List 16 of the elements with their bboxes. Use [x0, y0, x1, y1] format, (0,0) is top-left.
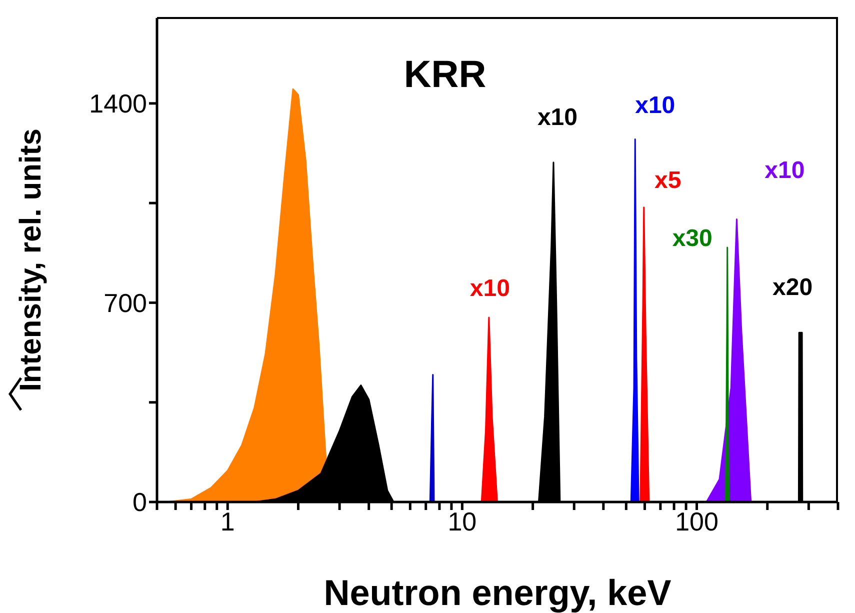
x-tick-label: 10 [448, 506, 477, 536]
annotation: x10 [537, 104, 578, 131]
text: KRR [402, 54, 488, 97]
x-tick-label: 1 [220, 506, 235, 536]
annotation: x10 [635, 92, 676, 119]
annotation: x20 [772, 274, 813, 302]
y-tick-label: 1400 [89, 88, 147, 119]
annotation: x10 [470, 275, 510, 302]
x-axis-title: Neutron energy, keV [324, 572, 672, 613]
annotation: x5 [654, 166, 682, 194]
x-tick-label: 100 [675, 506, 718, 536]
y-tick-label: 0 [132, 487, 147, 518]
y-axis-title: Intensity, rel. units [14, 128, 48, 392]
annotation: x10 [764, 156, 805, 184]
annotation: x30 [672, 224, 712, 252]
y-tick-label: 700 [104, 288, 147, 318]
